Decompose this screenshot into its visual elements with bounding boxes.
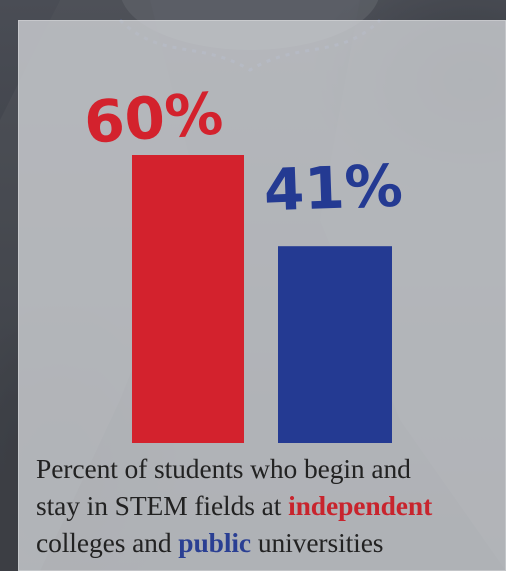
caption-highlight-public: public xyxy=(178,527,252,558)
caption-text-3: colleges and xyxy=(36,527,172,558)
caption-line-3: colleges and public universities xyxy=(36,524,502,561)
bar-label-public: 41% xyxy=(263,152,404,225)
caption-text-2: stay in STEM fields at xyxy=(36,490,282,521)
bar-public xyxy=(278,246,392,443)
bar-label-independent: 60% xyxy=(82,79,225,157)
bar-independent xyxy=(132,155,244,443)
caption-text-4: universities xyxy=(257,527,384,558)
caption-line-1: Percent of students who begin and xyxy=(36,453,411,484)
chart-card xyxy=(18,20,506,571)
caption-line-2: stay in STEM fields at independent xyxy=(36,487,502,524)
caption-highlight-independent: independent xyxy=(288,490,433,521)
chart-caption: Percent of students who begin and stay i… xyxy=(36,450,502,561)
